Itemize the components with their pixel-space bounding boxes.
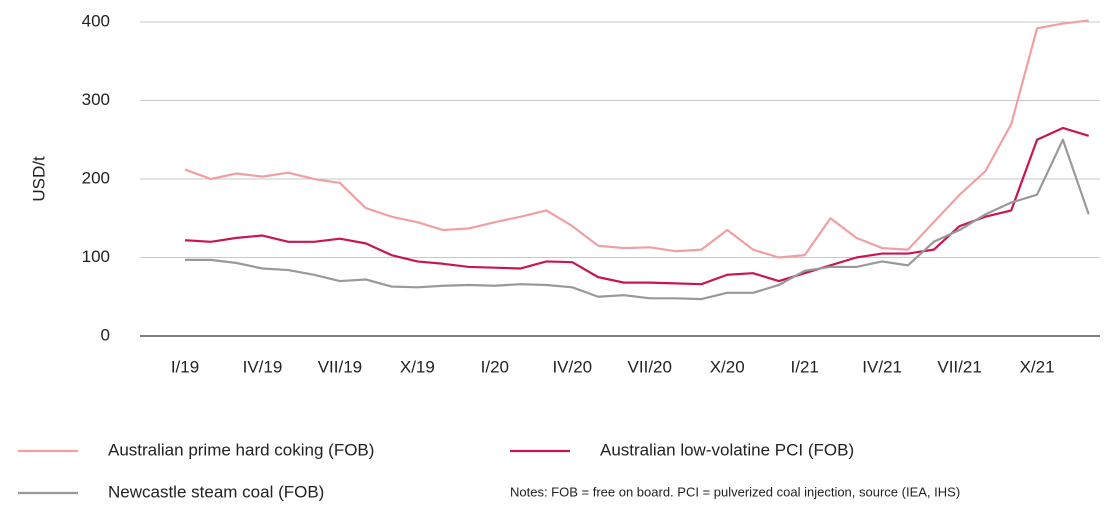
series-line <box>184 19 1089 259</box>
y-axis-label: USD/t <box>29 156 48 202</box>
x-tick-label: I/19 <box>171 357 199 376</box>
legend-label: Newcastle steam coal (FOB) <box>108 482 324 501</box>
x-tick-label: X/21 <box>1020 357 1055 376</box>
series-line <box>185 138 1090 301</box>
y-tick-label: 400 <box>82 11 110 30</box>
y-tick-label: 100 <box>82 247 110 266</box>
y-tick-label: 0 <box>101 325 110 344</box>
x-tick-label: X/20 <box>710 357 745 376</box>
x-tick-label: IV/19 <box>243 357 283 376</box>
x-tick-label: I/20 <box>481 357 509 376</box>
x-tick-label: VII/21 <box>937 357 981 376</box>
x-tick-label: VII/20 <box>628 357 672 376</box>
y-tick-label: 300 <box>82 90 110 109</box>
legend-label: Australian prime hard coking (FOB) <box>108 440 374 459</box>
legend-label: Australian low-volatine PCI (FOB) <box>600 440 854 459</box>
y-tick-label: 200 <box>82 168 110 187</box>
x-tick-label: VII/19 <box>318 357 362 376</box>
x-tick-label: IV/21 <box>862 357 902 376</box>
x-tick-label: IV/20 <box>552 357 592 376</box>
series-line <box>184 126 1090 286</box>
x-tick-label: I/21 <box>791 357 819 376</box>
x-tick-label: X/19 <box>400 357 435 376</box>
notes: Notes: FOB = free on board. PCI = pulver… <box>510 484 960 499</box>
